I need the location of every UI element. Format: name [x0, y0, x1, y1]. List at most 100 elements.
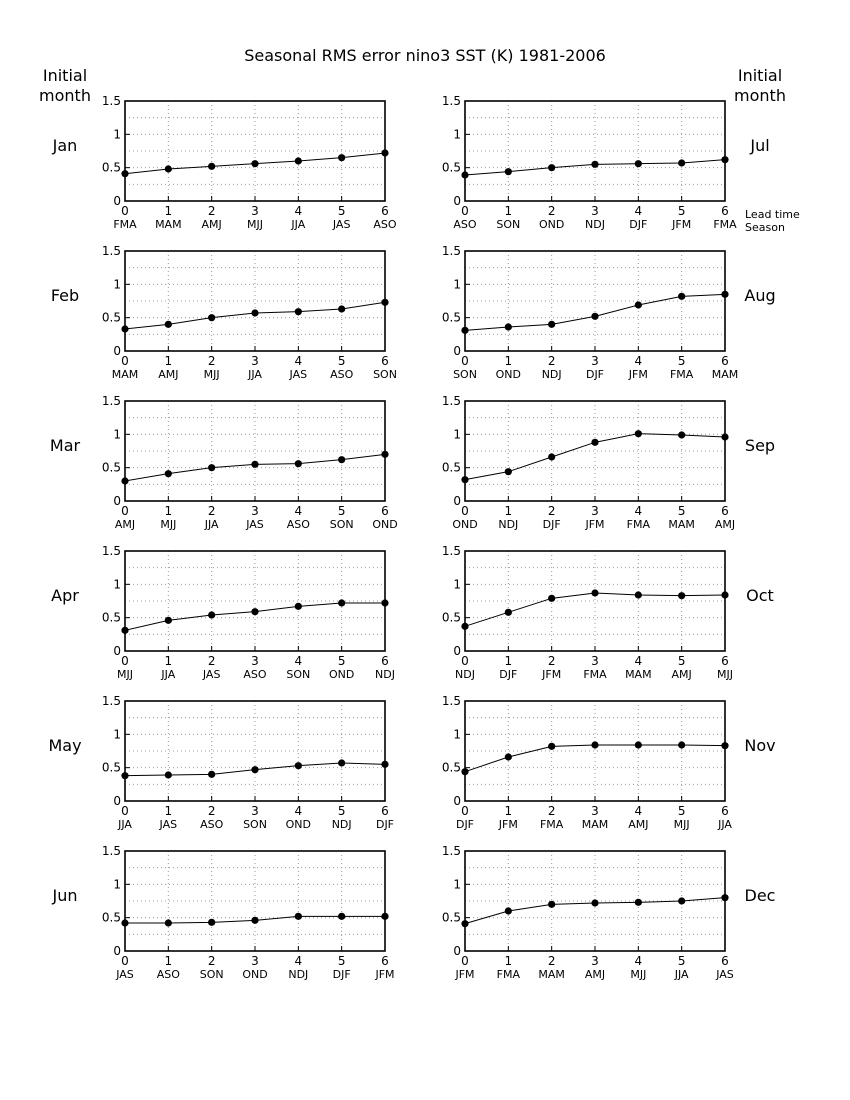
season-label: DJF	[456, 818, 474, 831]
season-label: DJF	[543, 518, 561, 531]
x-tick-label: 1	[165, 204, 173, 218]
y-tick-label: 0	[453, 644, 461, 658]
x-tick-label: 2	[208, 654, 216, 668]
x-tick-label: 5	[678, 204, 686, 218]
season-label: MJJ	[204, 368, 220, 381]
x-tick-label: 4	[295, 354, 303, 368]
data-point	[381, 298, 389, 306]
x-tick-label: 4	[295, 954, 303, 968]
season-label: FMA	[713, 218, 737, 231]
y-tick-label: 0	[113, 794, 121, 808]
data-point	[164, 616, 172, 624]
season-label: OND	[452, 518, 477, 531]
y-tick-label: 0.5	[442, 461, 461, 475]
data-point	[634, 741, 642, 749]
x-tick-label: 3	[591, 504, 599, 518]
x-tick-label: 6	[381, 504, 389, 518]
season-label: MJJ	[674, 818, 690, 831]
chart-title: Seasonal RMS error nino3 SST (K) 1981-20…	[244, 46, 606, 65]
y-tick-label: 0.5	[102, 461, 121, 475]
data-point	[504, 468, 512, 476]
y-tick-label: 0.5	[102, 761, 121, 775]
season-label: AMJ	[158, 368, 178, 381]
data-point	[678, 741, 686, 749]
season-label: FMA	[540, 818, 564, 831]
y-tick-label: 0.5	[442, 611, 461, 625]
initial-month-label: Sep	[745, 436, 775, 455]
initial-month-label: Jun	[52, 886, 78, 905]
y-tick-label: 1.5	[442, 544, 461, 558]
data-point	[381, 450, 389, 458]
data-point	[634, 430, 642, 438]
data-point	[208, 314, 216, 322]
season-label: JAS	[289, 368, 308, 381]
season-label: JAS	[245, 518, 264, 531]
x-tick-label: 0	[121, 504, 129, 518]
season-label: JJA	[204, 518, 219, 531]
data-point	[338, 759, 346, 767]
data-point	[381, 149, 389, 157]
y-tick-label: 0.5	[102, 911, 121, 925]
data-point	[721, 742, 729, 750]
season-label: MJJ	[247, 218, 263, 231]
data-point	[591, 589, 599, 597]
season-label: NDJ	[455, 668, 475, 681]
left-header-line-1: Initial	[43, 66, 87, 85]
season-label: JFM	[628, 368, 648, 381]
y-tick-label: 0	[453, 794, 461, 808]
x-tick-label: 5	[678, 954, 686, 968]
season-label: JAS	[115, 968, 134, 981]
y-tick-label: 0	[113, 494, 121, 508]
y-tick-label: 1.5	[102, 694, 121, 708]
x-tick-label: 3	[251, 504, 259, 518]
rms-error-line	[464, 592, 726, 627]
x-tick-label: 1	[165, 354, 173, 368]
data-point	[381, 599, 389, 607]
season-label: AMJ	[628, 818, 648, 831]
x-tick-label: 1	[505, 654, 513, 668]
x-tick-label: 0	[461, 654, 469, 668]
season-label: MJJ	[630, 968, 646, 981]
data-point	[208, 611, 216, 619]
y-tick-label: 0	[113, 644, 121, 658]
x-tick-label: 3	[251, 804, 259, 818]
x-tick-label: 5	[338, 954, 346, 968]
data-point	[251, 160, 259, 168]
y-tick-label: 0.5	[102, 311, 121, 325]
x-tick-label: 2	[548, 954, 556, 968]
right-header-line-1: Initial	[738, 66, 782, 85]
x-tick-label: 4	[635, 954, 643, 968]
season-label: JFM	[671, 218, 691, 231]
x-tick-label: 2	[548, 804, 556, 818]
y-tick-label: 1	[113, 727, 121, 741]
season-label: MAM	[582, 818, 609, 831]
data-point	[721, 894, 729, 902]
y-tick-label: 1.5	[442, 244, 461, 258]
season-label: DJF	[499, 668, 517, 681]
data-point	[294, 912, 302, 920]
season-label: MAM	[538, 968, 565, 981]
season-label: FMA	[497, 968, 521, 981]
y-tick-label: 1.5	[102, 844, 121, 858]
x-tick-label: 3	[251, 654, 259, 668]
season-label: NDJ	[542, 368, 562, 381]
data-point	[548, 164, 556, 172]
season-label: ASO	[200, 818, 224, 831]
x-tick-label: 4	[635, 804, 643, 818]
data-point	[678, 592, 686, 600]
season-label: FMA	[670, 368, 694, 381]
x-tick-label: 4	[295, 804, 303, 818]
x-tick-label: 1	[505, 954, 513, 968]
data-point	[294, 602, 302, 610]
initial-month-label: May	[48, 736, 81, 755]
y-tick-label: 1	[113, 277, 121, 291]
x-tick-label: 0	[461, 804, 469, 818]
season-label: MJJ	[117, 668, 133, 681]
data-point	[164, 919, 172, 927]
data-point	[721, 591, 729, 599]
season-label: MAM	[712, 368, 739, 381]
y-tick-label: 0	[453, 344, 461, 358]
y-tick-label: 0	[453, 194, 461, 208]
data-point	[294, 762, 302, 770]
data-point	[251, 309, 259, 317]
